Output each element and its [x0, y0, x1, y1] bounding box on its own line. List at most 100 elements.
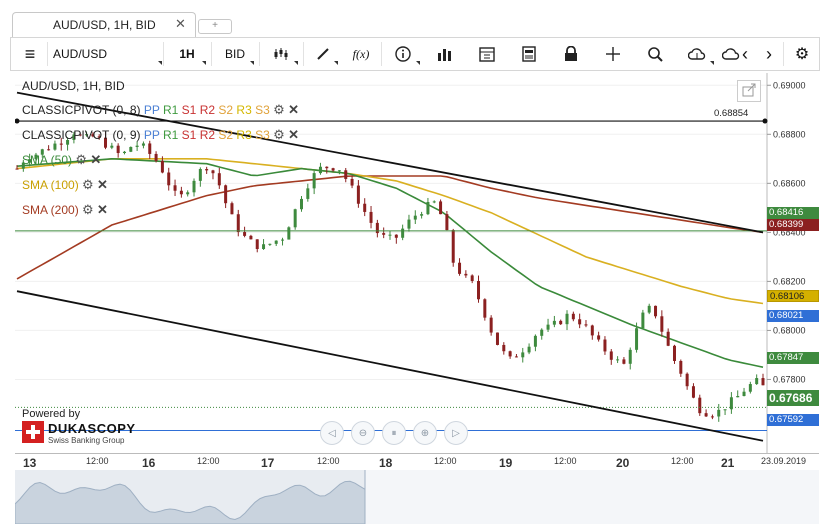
popout-button[interactable] — [737, 80, 761, 102]
nav-back-button[interactable]: ◁ — [320, 421, 344, 445]
candle-body — [628, 349, 632, 364]
candle-body — [122, 151, 126, 154]
candle-body — [514, 356, 518, 358]
time-axis: 13 12:00 16 12:00 17 12:00 18 12:00 19 12:00 20 12:… — [15, 453, 819, 470]
pivot-line-start — [15, 118, 20, 124]
settings-button[interactable]: ⚙ — [787, 38, 817, 70]
dukascopy-sub: Swiss Banking Group — [48, 436, 125, 445]
crosshair-button[interactable] — [593, 38, 633, 70]
x-tick-label: 13 — [23, 456, 37, 470]
download-button[interactable] — [719, 38, 743, 70]
period-selector[interactable]: 1H — [165, 38, 209, 70]
x-tick-label: 12:00 — [197, 456, 220, 466]
close-icon[interactable]: ✕ — [175, 16, 186, 31]
candle-body — [211, 170, 215, 174]
x-tick-label: 21 — [721, 456, 735, 470]
candle-body — [597, 335, 601, 340]
gear-icon: ⚙ — [794, 46, 810, 63]
x-tick-label: 18 — [379, 456, 393, 470]
current-price-tag: 0.67686 — [767, 390, 819, 406]
pivot2-r2: R2 — [199, 128, 216, 142]
candle-body — [255, 239, 259, 250]
price-chart[interactable]: 0.69000 0.68800 0.68600 0.68400 0.68200 0.680… — [15, 73, 819, 453]
candle-body — [521, 352, 525, 358]
add-tab-button[interactable]: + — [198, 19, 232, 34]
candle-body — [565, 313, 569, 325]
candle-body — [432, 201, 436, 203]
sma200-legend: SMA (200) ⚙ ✕ — [22, 202, 108, 218]
info-button[interactable] — [383, 38, 423, 70]
pivot2-remove-icon[interactable]: ✕ — [288, 127, 300, 142]
scroll-left-button[interactable]: ‹ — [735, 38, 755, 70]
y-tick-label: 0.68800 — [773, 129, 806, 139]
indicators-button[interactable]: f(x) — [343, 38, 379, 70]
pivot1-remove-icon[interactable]: ✕ — [288, 102, 300, 117]
sma50-remove-icon[interactable]: ✕ — [90, 152, 102, 167]
lock-button[interactable] — [551, 38, 591, 70]
tab-bar: AUD/USD, 1H, BID ✕ + — [0, 0, 828, 37]
candle-body — [116, 145, 120, 154]
candle-body — [274, 240, 278, 244]
document-icon — [522, 46, 536, 62]
pivot1-settings-icon[interactable]: ⚙ — [273, 102, 285, 117]
trend-lines — [15, 91, 768, 442]
candle-type-icon[interactable] — [261, 38, 301, 70]
menu-icon[interactable]: ≡ — [24, 43, 36, 64]
candle-body — [622, 359, 626, 364]
zoom-out-button[interactable]: ⊖ — [351, 421, 375, 445]
candle-body — [243, 232, 247, 236]
calendar-button[interactable] — [467, 38, 507, 70]
candle-body — [66, 139, 70, 145]
price-tag-support: 0.67592 — [767, 414, 819, 426]
candle-body — [249, 235, 253, 240]
volume-button[interactable] — [425, 38, 465, 70]
candle-body — [584, 324, 588, 326]
candle-body — [679, 360, 683, 374]
zoom-button[interactable] — [635, 38, 675, 70]
zoom-in-button[interactable]: ⊕ — [413, 421, 437, 445]
candle-body — [394, 234, 398, 238]
pivot2-legend: CLASSICPIVOT (0, 9) PP R1 S1 R2 S2 R3 S3… — [22, 127, 299, 143]
candle-body — [28, 159, 32, 163]
candle-body — [710, 416, 714, 418]
upload-button[interactable] — [677, 38, 717, 70]
pivot1-pp: PP — [143, 103, 160, 117]
sma200-settings-icon[interactable]: ⚙ — [82, 202, 94, 217]
candle-body — [559, 320, 563, 325]
drawing-tool-button[interactable] — [305, 38, 341, 70]
powered-by-label: Powered by — [22, 408, 81, 420]
sma100-remove-icon[interactable]: ✕ — [97, 177, 108, 192]
chart-tab[interactable]: AUD/USD, 1H, BID ✕ — [12, 12, 196, 37]
candle-body — [736, 396, 740, 398]
candle-body — [609, 351, 613, 360]
sma50-settings-icon[interactable]: ⚙ — [75, 152, 88, 167]
channel-upper-line — [16, 91, 764, 234]
candle-body — [375, 222, 379, 234]
pivot2-settings-icon[interactable]: ⚙ — [273, 127, 285, 142]
candle-body — [173, 185, 177, 191]
candle-body — [287, 227, 291, 240]
candle-body — [445, 214, 449, 231]
chevron-left-icon: ‹ — [742, 43, 748, 64]
nav-forward-button[interactable]: ▷ — [444, 421, 468, 445]
sma200-remove-icon[interactable]: ✕ — [97, 202, 108, 217]
price-tag-sma200: 0.68399 — [767, 219, 819, 231]
sma100-settings-icon[interactable]: ⚙ — [82, 177, 94, 192]
candle-body — [91, 134, 95, 137]
candle-body — [654, 305, 658, 317]
x-tick-label: 12:00 — [317, 456, 340, 466]
symbol-selector[interactable]: AUD/USD — [49, 38, 165, 70]
news-button[interactable] — [509, 38, 549, 70]
candle-body — [40, 149, 44, 155]
candle-body — [451, 230, 455, 263]
candle-body — [141, 143, 145, 146]
pivot2-pp: PP — [143, 128, 160, 142]
side-selector[interactable]: BID — [213, 38, 257, 70]
candle-body — [641, 312, 645, 329]
moving-averages — [16, 157, 764, 368]
candle-body — [603, 339, 607, 352]
fit-button[interactable]: ⏸ — [382, 421, 406, 445]
scroll-right-button[interactable]: › — [759, 38, 779, 70]
navigator[interactable] — [15, 470, 819, 524]
grid — [15, 84, 767, 380]
